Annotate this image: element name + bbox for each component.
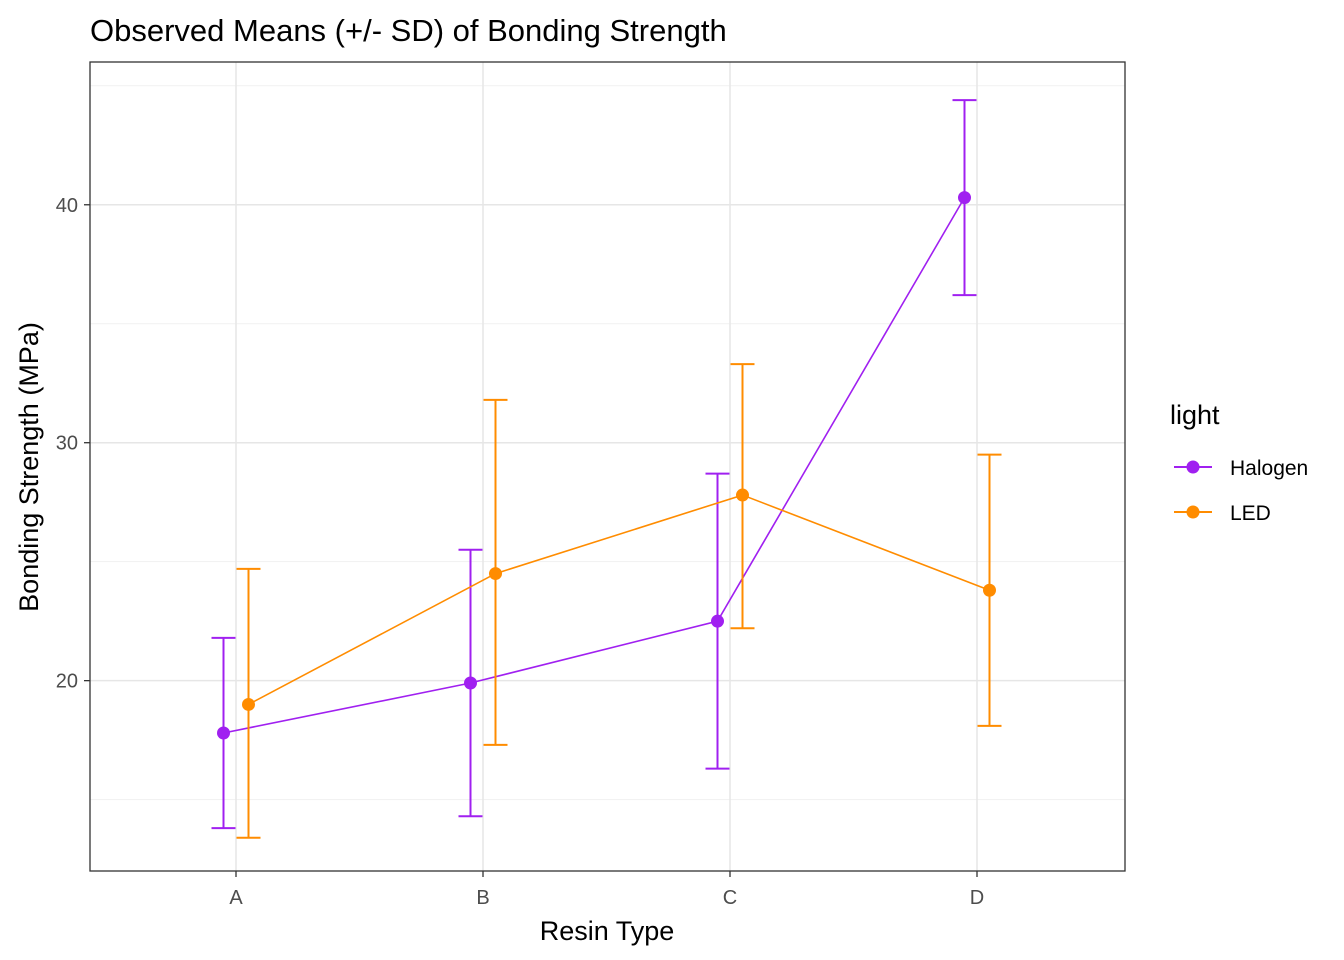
- x-tick-label: B: [476, 887, 489, 909]
- data-point: [242, 697, 255, 711]
- y-tick-label: 30: [56, 433, 78, 455]
- data-point: [489, 567, 502, 581]
- legend-key-halogen: [1174, 460, 1212, 474]
- legend: light Halogen LED: [1170, 400, 1308, 525]
- y-tick-label: 20: [56, 671, 78, 693]
- series-layer: [211, 99, 1002, 839]
- chart-title: Observed Means (+/- SD) of Bonding Stren…: [90, 13, 727, 48]
- data-point: [958, 191, 971, 205]
- series-line: [223, 197, 966, 734]
- plot-panel-border: [89, 61, 1126, 872]
- data-point: [736, 488, 749, 502]
- series-line: [248, 494, 990, 706]
- x-tick-label: A: [229, 887, 243, 909]
- y-tick-label: 40: [56, 195, 78, 217]
- series-led: [236, 363, 1002, 839]
- axes: 20 30 40 A B C D: [56, 195, 984, 909]
- legend-marker: [1186, 460, 1200, 474]
- legend-label: LED: [1230, 502, 1271, 525]
- x-tick-label: C: [723, 887, 737, 909]
- data-point: [217, 726, 230, 740]
- series-halogen: [211, 99, 977, 830]
- legend-title: light: [1170, 400, 1220, 430]
- legend-marker: [1186, 505, 1200, 519]
- data-point: [464, 676, 477, 690]
- data-point: [983, 583, 996, 597]
- x-axis-title: Resin Type: [540, 916, 675, 946]
- legend-key-led: [1174, 505, 1212, 519]
- data-point: [711, 614, 724, 628]
- grid: [90, 62, 1125, 871]
- legend-label: Halogen: [1230, 457, 1308, 480]
- x-tick-label: D: [970, 887, 984, 909]
- y-axis-title: Bonding Strength (MPa): [14, 322, 44, 612]
